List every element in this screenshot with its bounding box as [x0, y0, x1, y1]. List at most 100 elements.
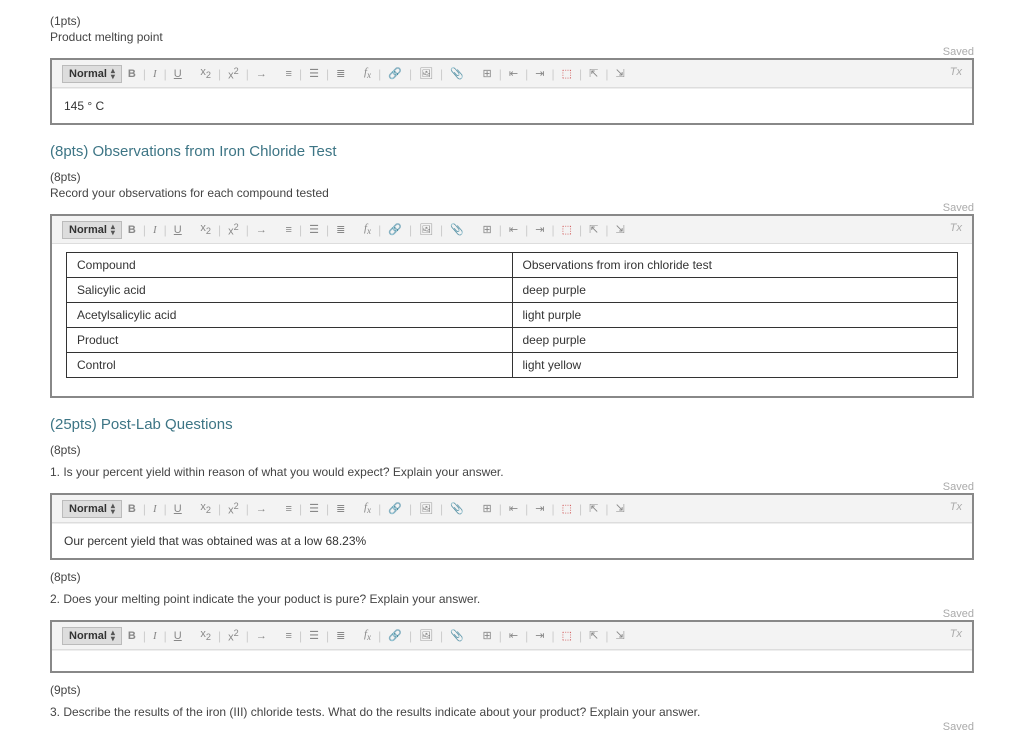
link-button[interactable]: 🔗	[386, 67, 404, 80]
clear-format-button[interactable]: Tx	[950, 628, 962, 640]
arrow-button[interactable]: →	[254, 503, 269, 515]
toolbar: Normal ▴▾ B| I| U x2| x2| → ≡| ☰| ≣ fx| …	[52, 216, 972, 244]
section3-heading: (25pts) Post-Lab Questions	[50, 416, 974, 433]
editor-content[interactable]: 145 ° C	[52, 88, 972, 123]
col-left-button[interactable]: ⇤	[507, 223, 520, 236]
style-dropdown[interactable]: Normal ▴▾	[62, 221, 122, 239]
delete-col-button[interactable]: ⬚	[560, 67, 574, 80]
table-row: CompoundObservations from iron chloride …	[67, 253, 958, 278]
col-left-button[interactable]: ⇤	[507, 502, 520, 515]
list-ul-button[interactable]: ☰	[307, 502, 321, 515]
row-above-button[interactable]: ⇱	[587, 67, 600, 80]
col-right-button[interactable]: ⇥	[533, 223, 546, 236]
attachment-button[interactable]: 📎	[448, 223, 466, 236]
q1-title: Product melting point	[50, 30, 974, 44]
style-dropdown[interactable]: Normal ▴▾	[62, 65, 122, 83]
col-left-button[interactable]: ⇤	[507, 67, 520, 80]
row-above-button[interactable]: ⇱	[587, 629, 600, 642]
s3q3-pts: (9pts)	[50, 683, 974, 697]
subscript-button[interactable]: x2	[198, 628, 213, 642]
row-above-button[interactable]: ⇱	[587, 223, 600, 236]
link-button[interactable]: 🔗	[386, 629, 404, 642]
function-button[interactable]: fx	[362, 66, 373, 80]
col-right-button[interactable]: ⇥	[533, 67, 546, 80]
subscript-button[interactable]: x2	[198, 501, 213, 515]
list-ol-button[interactable]: ≡	[284, 503, 294, 515]
italic-button[interactable]: I	[151, 68, 159, 80]
observations-table[interactable]: CompoundObservations from iron chloride …	[66, 252, 958, 378]
italic-button[interactable]: I	[151, 503, 159, 515]
clear-format-button[interactable]: Tx	[950, 222, 962, 234]
list-ul-button[interactable]: ☰	[307, 67, 321, 80]
editor-content[interactable]: Our percent yield that was obtained was …	[52, 523, 972, 558]
superscript-button[interactable]: x2	[226, 501, 241, 517]
table-button[interactable]: ⊞	[481, 223, 494, 236]
row-above-button[interactable]: ⇱	[587, 502, 600, 515]
function-button[interactable]: fx	[362, 501, 373, 515]
saved-indicator: Saved	[50, 481, 974, 493]
saved-indicator: Saved	[50, 46, 974, 58]
delete-col-button[interactable]: ⬚	[560, 502, 574, 515]
style-dropdown[interactable]: Normal ▴▾	[62, 500, 122, 518]
clear-format-button[interactable]: Tx	[950, 501, 962, 513]
underline-button[interactable]: U	[172, 630, 184, 642]
editor-content[interactable]	[52, 650, 972, 671]
list-ul-button[interactable]: ☰	[307, 223, 321, 236]
table-button[interactable]: ⊞	[481, 502, 494, 515]
delete-col-button[interactable]: ⬚	[560, 223, 574, 236]
dropdown-arrows-icon: ▴▾	[111, 503, 115, 515]
superscript-button[interactable]: x2	[226, 222, 241, 238]
table-header-right[interactable]: Observations from iron chloride test	[512, 253, 958, 278]
indent-button[interactable]: ≣	[334, 502, 347, 515]
clear-format-button[interactable]: Tx	[950, 66, 962, 78]
row-below-button[interactable]: ⇲	[613, 223, 626, 236]
subscript-button[interactable]: x2	[198, 66, 213, 80]
italic-button[interactable]: I	[151, 630, 159, 642]
indent-button[interactable]: ≣	[334, 67, 347, 80]
saved-indicator: Saved	[50, 202, 974, 214]
arrow-button[interactable]: →	[254, 68, 269, 80]
superscript-button[interactable]: x2	[226, 628, 241, 644]
attachment-button[interactable]: 📎	[448, 629, 466, 642]
row-below-button[interactable]: ⇲	[613, 629, 626, 642]
bold-button[interactable]: B	[126, 68, 138, 80]
underline-button[interactable]: U	[172, 68, 184, 80]
bold-button[interactable]: B	[126, 630, 138, 642]
row-below-button[interactable]: ⇲	[613, 502, 626, 515]
underline-button[interactable]: U	[172, 224, 184, 236]
table-button[interactable]: ⊞	[481, 67, 494, 80]
style-dropdown[interactable]: Normal ▴▾	[62, 627, 122, 645]
bold-button[interactable]: B	[126, 503, 138, 515]
link-button[interactable]: 🔗	[386, 502, 404, 515]
function-button[interactable]: fx	[362, 222, 373, 236]
col-left-button[interactable]: ⇤	[507, 629, 520, 642]
col-right-button[interactable]: ⇥	[533, 502, 546, 515]
arrow-button[interactable]: →	[254, 630, 269, 642]
table-header-left[interactable]: Compound	[67, 253, 513, 278]
superscript-button[interactable]: x2	[226, 66, 241, 82]
list-ol-button[interactable]: ≡	[284, 68, 294, 80]
list-ol-button[interactable]: ≡	[284, 630, 294, 642]
italic-button[interactable]: I	[151, 224, 159, 236]
arrow-button[interactable]: →	[254, 224, 269, 236]
image-button[interactable]: 🖼	[417, 629, 435, 642]
image-button[interactable]: 🖼	[417, 502, 435, 515]
link-button[interactable]: 🔗	[386, 223, 404, 236]
image-button[interactable]: 🖼	[417, 67, 435, 80]
row-below-button[interactable]: ⇲	[613, 67, 626, 80]
indent-button[interactable]: ≣	[334, 629, 347, 642]
function-button[interactable]: fx	[362, 628, 373, 642]
list-ul-button[interactable]: ☰	[307, 629, 321, 642]
attachment-button[interactable]: 📎	[448, 67, 466, 80]
table-button[interactable]: ⊞	[481, 629, 494, 642]
subscript-button[interactable]: x2	[198, 222, 213, 236]
underline-button[interactable]: U	[172, 503, 184, 515]
list-ol-button[interactable]: ≡	[284, 224, 294, 236]
s3q2-pts: (8pts)	[50, 570, 974, 584]
bold-button[interactable]: B	[126, 224, 138, 236]
attachment-button[interactable]: 📎	[448, 502, 466, 515]
delete-col-button[interactable]: ⬚	[560, 629, 574, 642]
col-right-button[interactable]: ⇥	[533, 629, 546, 642]
image-button[interactable]: 🖼	[417, 223, 435, 236]
indent-button[interactable]: ≣	[334, 223, 347, 236]
